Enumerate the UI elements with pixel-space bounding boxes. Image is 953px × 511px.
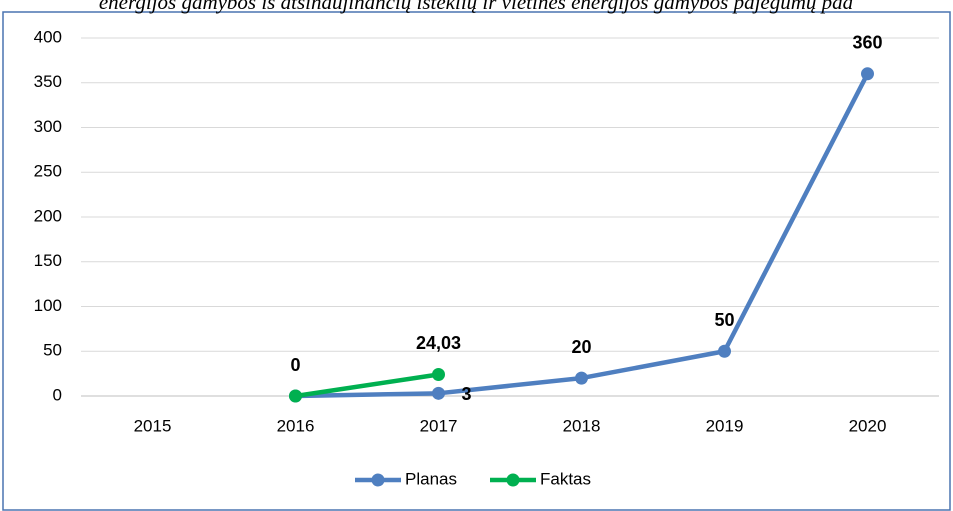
legend-label: Faktas [540, 469, 591, 488]
data-label: 20 [571, 337, 591, 357]
y-tick-label: 300 [34, 117, 62, 136]
data-point [289, 389, 302, 403]
data-point [575, 371, 588, 385]
y-tick-label: 350 [34, 72, 62, 91]
legend-label: Planas [405, 469, 457, 488]
data-label: 24,03 [416, 333, 461, 353]
chart-title: energijos gamybos iš atsinaujinančių išt… [99, 0, 854, 14]
data-label: 50 [714, 310, 734, 330]
data-point [861, 67, 874, 81]
y-tick-label: 50 [43, 341, 62, 360]
data-point [718, 344, 731, 358]
x-tick-label: 2017 [420, 416, 458, 435]
chart-frame [2, 11, 951, 511]
data-label: 3 [461, 384, 471, 404]
legend-marker [506, 473, 520, 487]
y-tick-label: 200 [34, 206, 62, 225]
legend-marker [371, 473, 385, 487]
y-tick-label: 0 [53, 385, 62, 404]
y-tick-label: 250 [34, 162, 62, 181]
data-point [432, 367, 445, 381]
data-label: 0 [290, 355, 300, 375]
x-tick-label: 2015 [134, 416, 172, 435]
x-tick-label: 2018 [563, 416, 601, 435]
data-point [432, 386, 445, 400]
x-tick-label: 2020 [849, 416, 887, 435]
y-tick-label: 100 [34, 296, 62, 315]
y-tick-label: 400 [34, 27, 62, 46]
x-tick-label: 2016 [277, 416, 315, 435]
y-tick-label: 150 [34, 251, 62, 270]
data-label: 360 [852, 33, 882, 53]
x-tick-label: 2019 [706, 416, 744, 435]
series-line [295, 372, 439, 399]
